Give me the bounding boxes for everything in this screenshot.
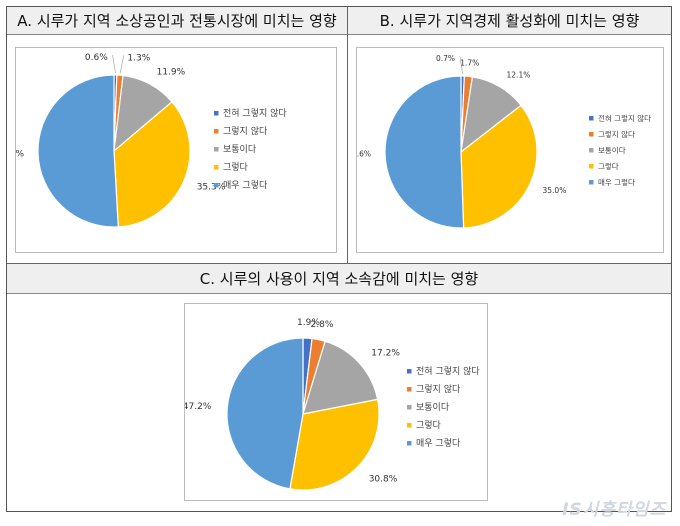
pie-c-legend-swatch-2 (407, 405, 412, 410)
pie-c-value-label-0: 1.9% (297, 318, 320, 328)
pie-a-value-label-0: 0.6% (85, 53, 108, 63)
panel-a-title: A. 시루가 지역 소상공인과 전통시장에 미치는 영향 (7, 7, 347, 35)
pie-a-legend-label-2: 보통이다 (223, 144, 257, 155)
pie-c-legend-label-1: 그렇지 않다 (416, 384, 461, 395)
pie-b-leader-line-0 (459, 55, 464, 75)
divider-vertical (347, 7, 348, 263)
pie-a-value-label-3: 35.3% (197, 182, 226, 192)
pie-a-legend-swatch-0 (214, 111, 219, 116)
divider-horizontal (7, 263, 671, 264)
pie-b-value-label-3: 35.0% (543, 186, 567, 195)
pie-c-legend-label-0: 전혀 그렇지 않다 (416, 366, 480, 377)
pie-a-slice-4 (37, 74, 119, 228)
pie-a-value-label-1: 1.3% (127, 53, 150, 63)
figure-frame: A. 시루가 지역 소상공인과 전통시장에 미치는 영향 B. 시루가 지역경제… (0, 6, 672, 512)
pie-c-slice-3 (289, 398, 380, 491)
pie-b-legend-label-1: 그렇지 않다 (598, 129, 635, 139)
pie-a-legend-label-4: 매우 그렇다 (223, 180, 268, 191)
pie-a-legend-label-3: 그렇다 (223, 162, 249, 173)
pie-c-legend-swatch-3 (407, 423, 412, 428)
pie-a-legend-label-0: 전혀 그렇지 않다 (223, 108, 287, 119)
pie-a-slice-3 (113, 100, 191, 228)
pie-c-legend-label-4: 매우 그렇다 (416, 438, 461, 449)
pie-b-slice-4 (384, 75, 465, 229)
pie-b-value-label-0: 0.7% (436, 54, 455, 63)
pie-c-value-label-1: 2.8% (311, 320, 334, 330)
pie-b-legend-swatch-4 (589, 180, 594, 185)
panel-b-title: B. 시루가 지역경제 활성화에 미치는 영향 (348, 7, 671, 35)
pie-c-legend-label-3: 그렇다 (416, 420, 442, 431)
pie-b-legend-swatch-3 (589, 164, 594, 169)
pie-b-legend-label-4: 매우 그렇다 (598, 177, 635, 187)
pie-c-slice-2 (302, 340, 379, 415)
pie-a-value-label-2: 11.9% (157, 68, 186, 78)
pie-a-value-label-4: 50.9% (16, 150, 24, 160)
pie-c-value-label-3: 30.8% (369, 474, 398, 484)
pie-c-slice-4 (226, 337, 304, 490)
pie-b-legend-label-3: 그렇다 (598, 161, 619, 171)
pie-a-legend-swatch-2 (214, 147, 219, 152)
panel-c-title: C. 시루의 사용이 지역 소속감에 미치는 영향 (7, 264, 671, 294)
pie-b-slice-3 (460, 104, 538, 229)
pie-a-leader-line-1 (119, 55, 125, 74)
watermark: IS시흥타임즈 (562, 500, 666, 520)
pie-b-value-label-1: 1.7% (460, 58, 479, 67)
pie-b-value-label-4: 50.6% (357, 150, 371, 159)
pie-c-legend-swatch-4 (407, 441, 412, 446)
pie-c-legend-swatch-1 (407, 387, 412, 392)
pie-b-legend-swatch-2 (589, 148, 594, 153)
pie-c-legend-label-2: 보통이다 (416, 402, 450, 413)
pie-a-legend-swatch-4 (214, 183, 219, 188)
pie-c-value-label-2: 17.2% (371, 348, 400, 358)
pie-b-legend-swatch-1 (589, 132, 594, 137)
pie-c-value-label-4: 47.2% (185, 402, 212, 412)
pie-a-legend-swatch-3 (214, 165, 219, 170)
pie-a-leader-line-0 (112, 54, 116, 74)
pie-b-legend-swatch-0 (589, 116, 594, 121)
pie-a-legend-swatch-1 (214, 129, 219, 134)
pie-a-legend-label-1: 그렇지 않다 (223, 126, 268, 137)
pie-c-legend-swatch-0 (407, 369, 412, 374)
pie-b-value-label-2: 12.1% (507, 70, 531, 79)
pie-b-legend-label-2: 보통이다 (598, 145, 626, 155)
pie-b-legend-label-0: 전혀 그렇지 않다 (598, 113, 651, 123)
